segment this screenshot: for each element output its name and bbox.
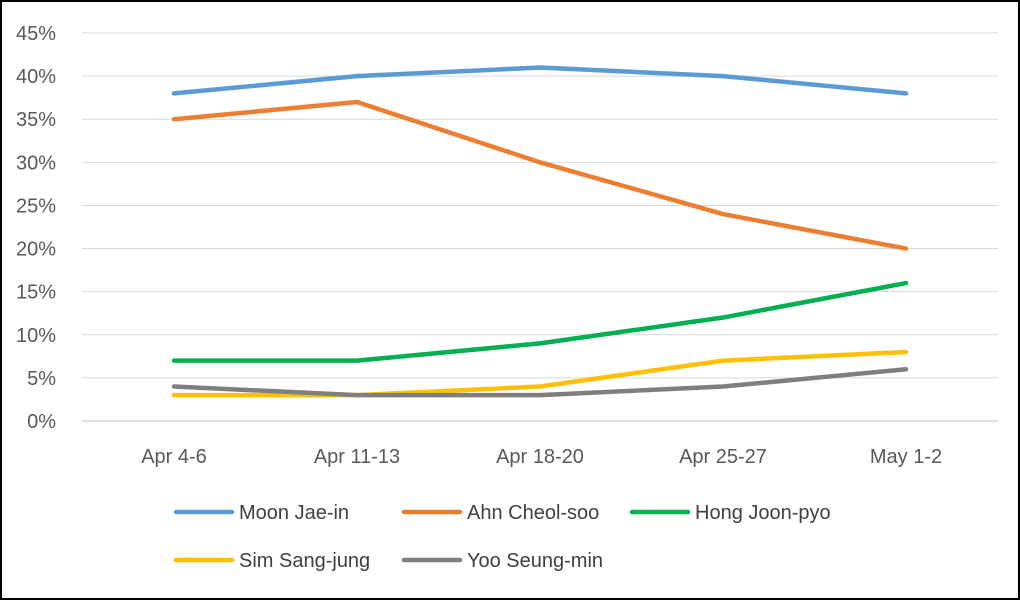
y-tick-label: 20%	[16, 239, 56, 261]
series-line	[171, 65, 909, 96]
x-tick-label: Apr 11-13	[314, 446, 400, 468]
legend-label: Hong Joon-pyo	[695, 502, 831, 524]
x-tick-label: Apr 4-6	[141, 446, 207, 468]
legend-label: Yoo Seung-min	[467, 550, 603, 572]
series-line	[171, 99, 909, 251]
y-tick-label: 30%	[16, 152, 56, 174]
legend-label: Sim Sang-jung	[239, 550, 370, 572]
y-tick-label: 0%	[27, 411, 56, 433]
x-tick-label: Apr 18-20	[496, 446, 584, 468]
series-line	[171, 367, 909, 398]
x-axis-ticks: Apr 4-6 Apr 11-13 Apr 18-20 Apr 25-27 May 1-…	[141, 446, 942, 468]
y-tick-label: 5%	[27, 368, 56, 390]
y-axis-ticks: 0% 5% 10% 15% 20% 25% 30% 35% 40% 45%	[16, 23, 56, 433]
x-tick-label: Apr 25-27	[679, 446, 767, 468]
series-lines	[171, 65, 909, 398]
legend: Moon Jae-in Ahn Cheol-soo Hong Joon-pyo Sim…	[173, 502, 831, 572]
y-tick-label: 10%	[16, 325, 56, 347]
y-tick-label: 45%	[16, 23, 56, 45]
y-tick-label: 15%	[16, 282, 56, 304]
y-tick-label: 35%	[16, 109, 56, 131]
y-tick-label: 25%	[16, 195, 56, 217]
y-tick-label: 40%	[16, 66, 56, 88]
legend-label: Ahn Cheol-soo	[467, 502, 599, 524]
legend-label: Moon Jae-in	[239, 502, 349, 524]
series-line	[171, 349, 909, 398]
gridlines	[82, 32, 998, 422]
series-line	[171, 280, 909, 363]
x-tick-label: May 1-2	[870, 446, 942, 468]
